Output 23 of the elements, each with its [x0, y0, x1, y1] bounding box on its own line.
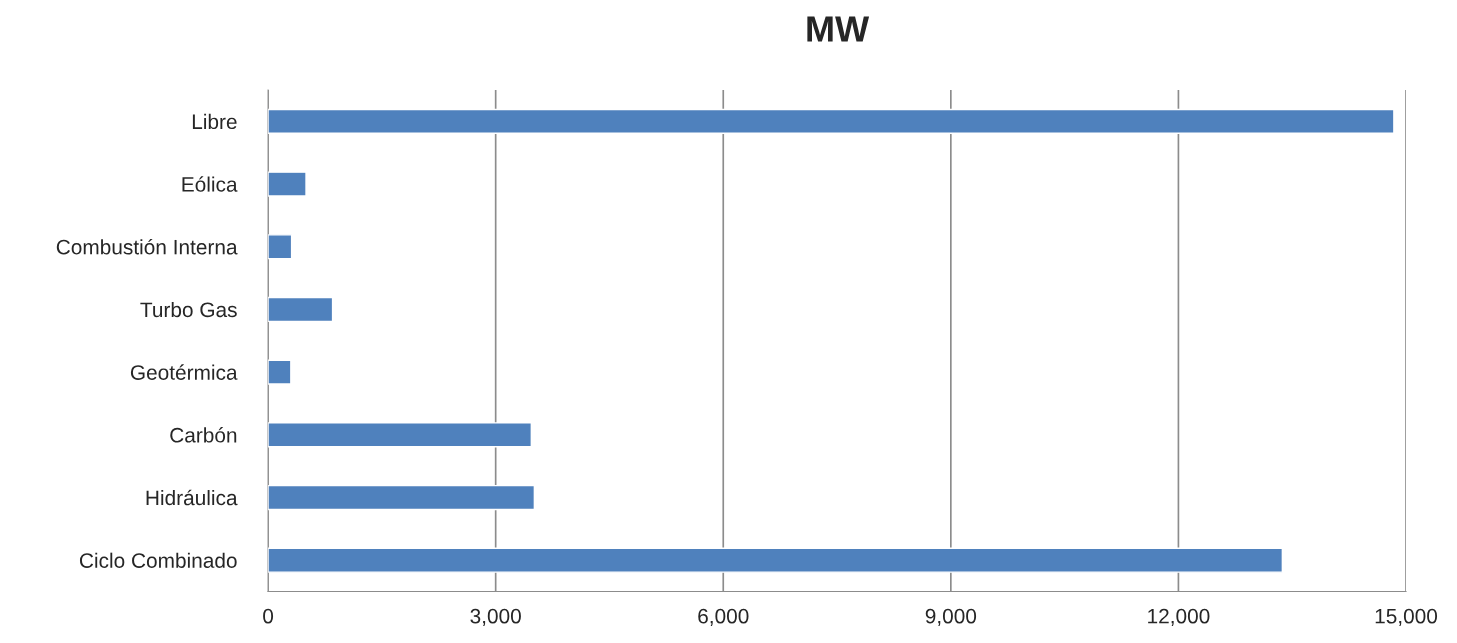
bar: [268, 234, 293, 260]
y-tick-label: Combustión Interna: [56, 238, 238, 255]
y-tick-label: Turbo Gas: [140, 301, 237, 318]
y-tick-label: Ciclo Combinado: [79, 552, 237, 568]
y-tick-label: Geotérmica: [130, 364, 238, 380]
bar: [268, 296, 334, 323]
x-tick-label: 12,000: [1148, 608, 1210, 626]
bar: [268, 171, 307, 197]
bar: [268, 108, 1395, 134]
y-tick-label: Eólica: [182, 176, 238, 192]
x-tick-label: 15,000: [1375, 608, 1438, 626]
bar: [268, 547, 1284, 573]
bar: [268, 422, 533, 448]
y-tick-label: Hidráulica: [146, 489, 238, 506]
x-tick-label: 6,000: [698, 608, 749, 626]
x-tick-label: 3,000: [470, 608, 521, 626]
chart-title: MW: [807, 16, 870, 42]
y-tick-label: Carbón: [170, 427, 237, 443]
x-tick-label: 9,000: [925, 608, 977, 626]
bar: [268, 484, 536, 511]
y-tick-label: Libre: [192, 113, 237, 130]
x-tick-label: 0: [263, 608, 274, 624]
bar: [268, 359, 292, 385]
